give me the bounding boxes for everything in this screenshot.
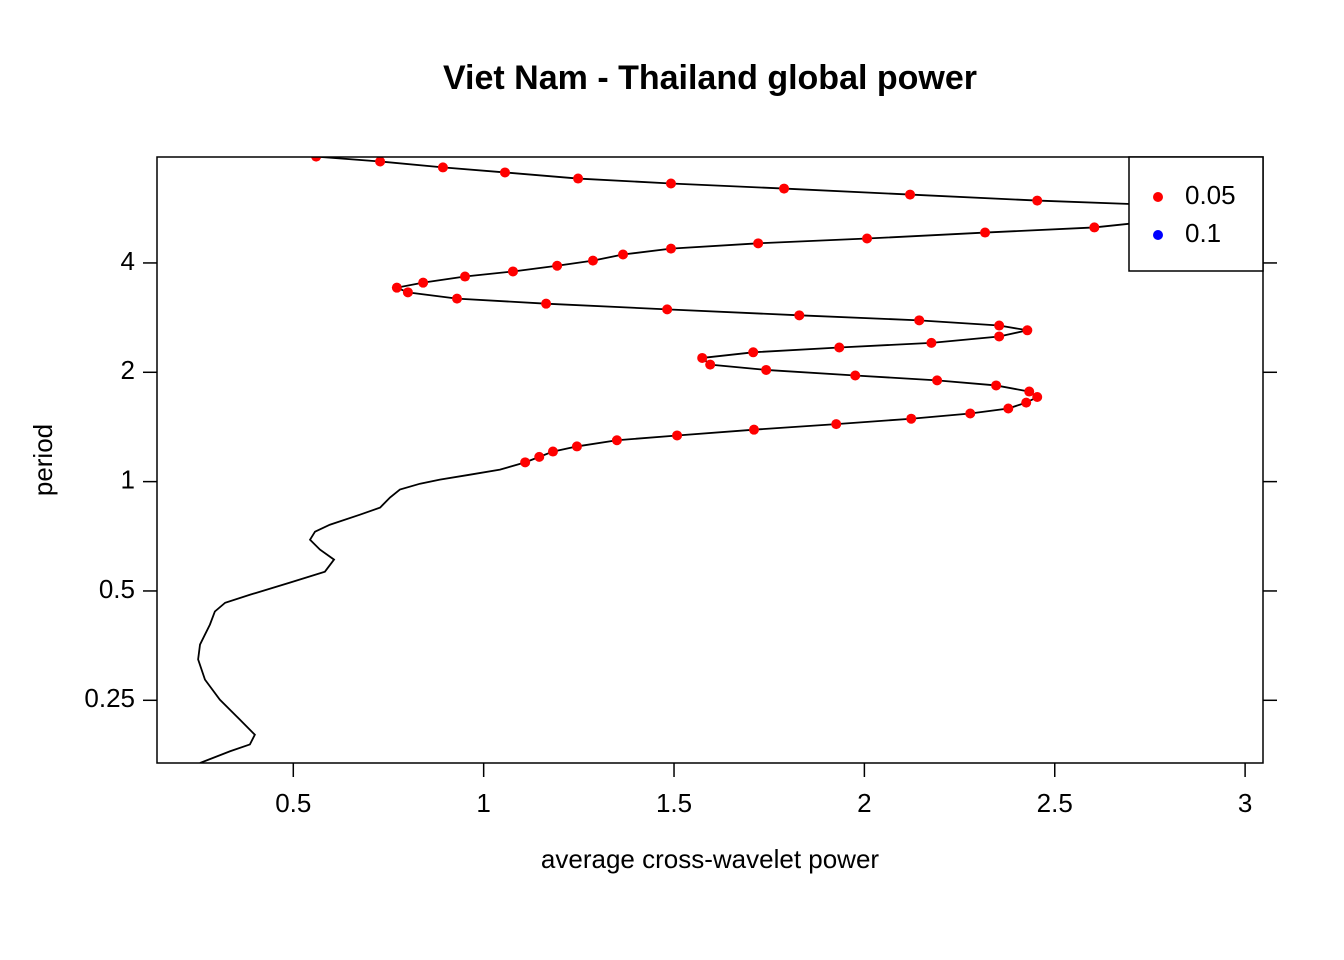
plot-area <box>197 157 1232 763</box>
x-tick-label: 1 <box>476 788 490 818</box>
x-tick-label: 3 <box>1238 788 1252 818</box>
legend-label: 0.05 <box>1185 180 1236 210</box>
point <box>452 293 463 304</box>
x-axis-label: average cross-wavelet power <box>541 844 879 874</box>
point <box>1022 325 1033 336</box>
point <box>994 331 1005 342</box>
point <box>547 446 558 457</box>
point <box>705 359 716 370</box>
point <box>662 304 673 315</box>
point <box>1003 403 1014 414</box>
y-tick-label: 1 <box>121 464 135 494</box>
point <box>850 370 861 381</box>
point <box>460 271 471 282</box>
point <box>697 352 708 363</box>
point <box>573 173 584 184</box>
y-tick-label: 0.25 <box>84 683 135 713</box>
x-tick-label: 2 <box>857 788 871 818</box>
point <box>748 347 759 358</box>
line <box>197 157 1227 763</box>
point <box>665 243 676 254</box>
point <box>932 375 943 386</box>
legend-label: 0.1 <box>1185 218 1221 248</box>
point <box>534 451 545 462</box>
point <box>402 287 413 298</box>
point <box>499 167 510 178</box>
point <box>391 282 402 293</box>
point <box>748 424 759 435</box>
point <box>761 364 772 375</box>
point <box>905 189 916 200</box>
point <box>831 419 842 430</box>
point <box>980 227 991 238</box>
plot-frame <box>156 156 1264 764</box>
point <box>665 178 676 189</box>
y-tick-label: 0.5 <box>99 574 135 604</box>
point <box>1032 391 1043 402</box>
point <box>618 249 629 260</box>
point <box>375 157 386 167</box>
point <box>994 320 1005 331</box>
point <box>906 413 917 424</box>
point <box>1032 195 1043 206</box>
legend-box <box>1128 156 1264 272</box>
point <box>672 430 683 441</box>
point <box>587 255 598 266</box>
y-tick-label: 2 <box>121 355 135 385</box>
point <box>507 266 518 277</box>
y-tick-label: 4 <box>121 246 135 276</box>
point <box>311 157 322 162</box>
point <box>520 457 531 468</box>
legend-marker <box>1153 230 1163 240</box>
point <box>991 380 1002 391</box>
point <box>437 162 448 173</box>
legend-marker <box>1153 192 1163 202</box>
chart-title: Viet Nam - Thailand global power <box>443 59 977 97</box>
x-tick-label: 2.5 <box>1037 788 1073 818</box>
point <box>552 260 563 271</box>
x-tick-label: 1.5 <box>656 788 692 818</box>
point <box>611 435 622 446</box>
point <box>834 342 845 353</box>
point <box>965 408 976 419</box>
x-tick-label: 0.5 <box>275 788 311 818</box>
point <box>1024 386 1035 397</box>
point <box>926 337 937 348</box>
point <box>862 233 873 244</box>
point <box>571 441 582 452</box>
y-axis-label: period <box>28 424 58 496</box>
point <box>779 183 790 194</box>
point <box>1089 222 1100 233</box>
point <box>753 238 764 249</box>
point <box>794 310 805 321</box>
point <box>418 277 429 288</box>
point <box>541 298 552 309</box>
point <box>914 315 925 326</box>
point <box>1021 397 1032 408</box>
